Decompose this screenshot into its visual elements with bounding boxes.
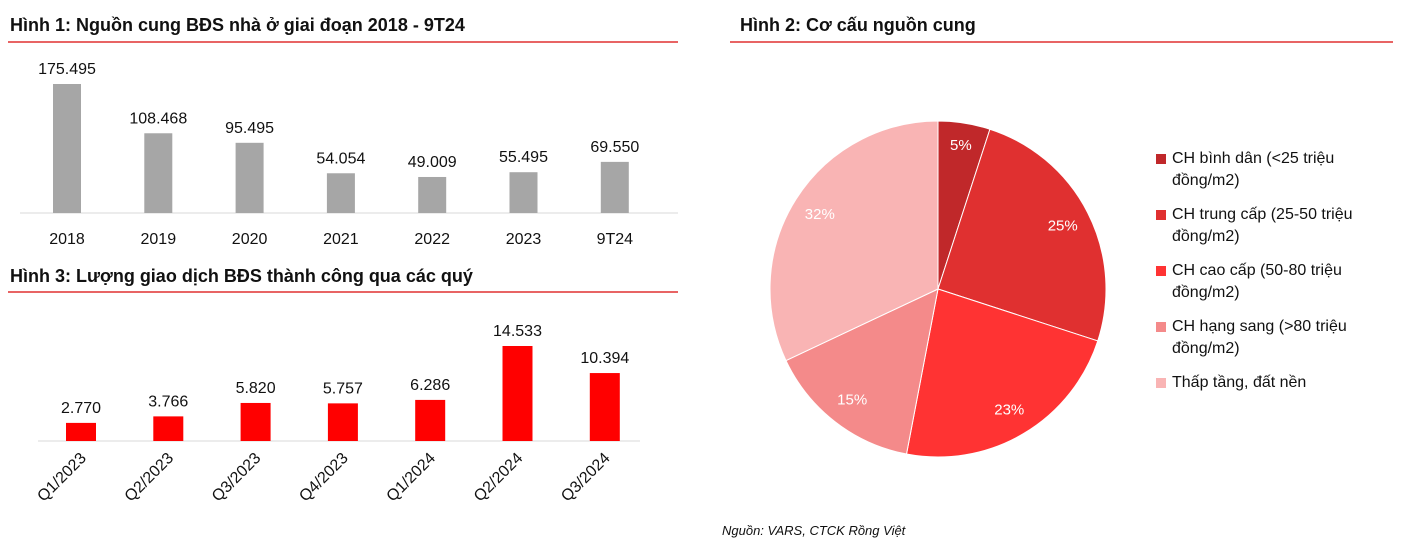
data-label: 49.009	[408, 154, 457, 171]
bar	[66, 422, 96, 441]
data-label: 175.495	[38, 61, 96, 78]
chart-title: Hình 2: Cơ cấu nguồn cung	[740, 15, 976, 35]
legend-label: CH bình dân (<25 triệu đồng/m2)	[1172, 150, 1335, 189]
data-label: 54.054	[316, 150, 365, 167]
bar	[418, 176, 447, 213]
legend-label: Thấp tầng, đất nền	[1172, 374, 1307, 391]
data-label: 32%	[805, 206, 835, 223]
chart-title: Hình 3: Lượng giao dịch BĐS thành công q…	[10, 266, 473, 286]
source-note: Nguồn: VARS, CTCK Rồng Việt	[722, 523, 907, 538]
legend-swatch	[1156, 210, 1166, 220]
data-label: 15%	[837, 392, 867, 409]
data-label: 95.495	[225, 120, 274, 137]
legend: CH bình dân (<25 triệu đồng/m2) CH trung …	[1156, 150, 1376, 430]
bar	[235, 142, 264, 213]
legend-item: Thấp tầng, đất nền	[1156, 374, 1376, 430]
bar	[240, 402, 271, 441]
bar	[502, 346, 533, 441]
bar	[144, 133, 173, 213]
x-tick-label: Q2/2023	[122, 450, 177, 505]
data-label: 14.533	[493, 323, 542, 340]
legend-item: CH hạng sang (>80 triệu đồng/m2)	[1156, 318, 1376, 374]
bar	[589, 373, 620, 441]
pie-slice	[905, 288, 1099, 458]
x-tick-label: 2022	[414, 231, 450, 248]
legend-item: CH trung cấp (25-50 triệu đồng/m2)	[1156, 206, 1376, 262]
bar	[326, 173, 355, 213]
pie-slice	[785, 288, 939, 455]
x-tick-label: Q2/2024	[471, 450, 526, 505]
legend-label: CH cao cấp (50-80 triệu đồng/m2)	[1172, 262, 1342, 301]
x-tick-label: 2018	[49, 231, 85, 248]
data-label: 25%	[1048, 217, 1078, 234]
data-label: 5.820	[236, 380, 276, 397]
bar	[415, 399, 446, 441]
legend-swatch	[1156, 378, 1166, 388]
legend-item: CH bình dân (<25 triệu đồng/m2)	[1156, 150, 1376, 206]
legend-swatch	[1156, 154, 1166, 164]
bar	[509, 172, 538, 213]
data-label: 3.766	[148, 393, 188, 410]
x-tick-label: 9T24	[597, 231, 634, 248]
x-tick-label: Q1/2024	[384, 450, 439, 505]
legend-label: CH hạng sang (>80 triệu đồng/m2)	[1172, 318, 1347, 357]
x-tick-label: 2021	[323, 231, 359, 248]
pie-slice	[769, 120, 939, 362]
data-label: 55.495	[499, 149, 548, 166]
x-tick-label: 2023	[506, 231, 542, 248]
bar	[327, 403, 358, 441]
data-label: 10.394	[580, 350, 629, 367]
legend-item: CH cao cấp (50-80 triệu đồng/m2)	[1156, 262, 1376, 318]
x-tick-label: Q1/2023	[34, 450, 89, 505]
legend-label: CH trung cấp (25-50 triệu đồng/m2)	[1172, 206, 1353, 245]
data-label: 6.286	[410, 377, 450, 394]
data-label: 5%	[950, 137, 972, 154]
data-label: 69.550	[590, 139, 639, 156]
data-label: 108.468	[129, 110, 187, 127]
data-label: 5.757	[323, 380, 363, 397]
x-tick-label: 2020	[232, 231, 268, 248]
data-label: 2.770	[61, 400, 101, 417]
x-tick-label: 2019	[141, 231, 177, 248]
legend-swatch	[1156, 322, 1166, 332]
bar	[153, 416, 184, 441]
bar	[600, 161, 629, 213]
data-label: 23%	[994, 402, 1024, 419]
pie-slice	[937, 128, 1107, 342]
chart-title: Hình 1: Nguồn cung BĐS nhà ở giai đoạn 2…	[10, 15, 465, 35]
x-tick-label: Q3/2024	[558, 450, 613, 505]
x-tick-label: Q3/2023	[209, 450, 264, 505]
bar	[53, 84, 81, 213]
legend-swatch	[1156, 266, 1166, 276]
x-tick-label: Q4/2023	[296, 450, 351, 505]
